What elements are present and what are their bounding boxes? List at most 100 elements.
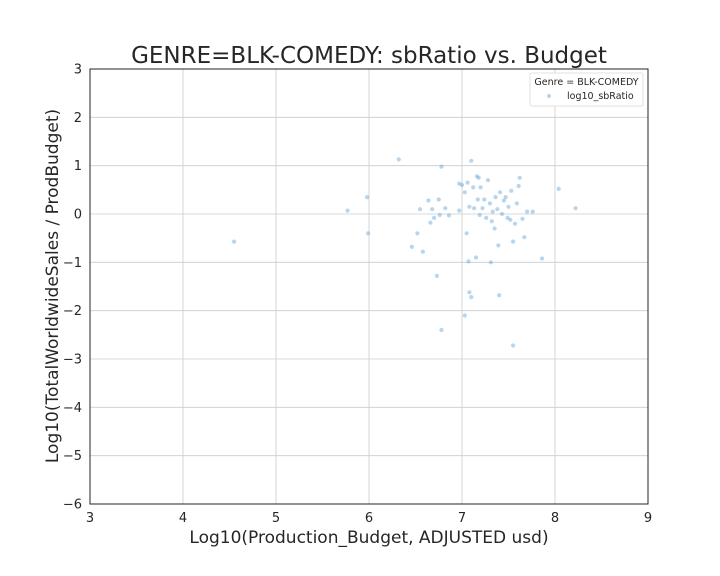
data-point [345, 208, 350, 213]
legend-box [529, 72, 644, 107]
data-point [472, 206, 477, 211]
data-point [467, 290, 472, 295]
y-tick-label: −3 [63, 353, 82, 368]
data-point [487, 201, 492, 206]
plot-frame [89, 68, 649, 505]
data-point [503, 195, 508, 200]
data-point [467, 204, 472, 209]
data-point [573, 206, 578, 211]
data-point [426, 198, 431, 203]
data-point [525, 209, 530, 214]
data-point [471, 185, 476, 190]
x-tick-label: 9 [644, 511, 652, 526]
data-point [508, 217, 513, 222]
data-point [396, 157, 401, 162]
data-point [506, 204, 511, 209]
data-point [437, 212, 442, 218]
data-point [492, 226, 497, 231]
data-point [510, 239, 516, 244]
data-point [462, 190, 467, 195]
y-tick-label: −1 [63, 256, 82, 271]
y-tick-label: −4 [63, 401, 82, 416]
data-point [499, 211, 505, 217]
data-point [434, 273, 439, 278]
data-point [439, 164, 444, 169]
data-point [462, 313, 467, 318]
data-point [484, 215, 489, 220]
data-point [443, 206, 448, 211]
y-tick-label: −5 [63, 449, 82, 464]
x-axis-label: Log10(Production_Budget, ADJUSTED usd) [189, 528, 548, 548]
data-point [469, 295, 474, 300]
data-point [446, 213, 452, 218]
data-point [475, 197, 480, 202]
data-point [488, 260, 493, 265]
data-point [539, 256, 545, 261]
data-point [520, 216, 525, 221]
data-point [365, 195, 370, 200]
legend-marker [547, 94, 551, 98]
x-tick-label: 6 [365, 511, 373, 526]
data-point [457, 208, 462, 213]
data-point [505, 215, 510, 220]
y-tick-label: 2 [74, 111, 82, 126]
data-point [530, 209, 535, 214]
data-point [428, 220, 433, 225]
data-point [516, 183, 521, 189]
data-point [366, 231, 371, 236]
y-tick-label: 0 [74, 208, 82, 223]
data-point [432, 215, 437, 220]
x-tick-label: 7 [458, 511, 466, 526]
x-tick-label: 8 [551, 511, 559, 526]
data-point [476, 175, 481, 180]
y-tick-label: 1 [74, 159, 82, 174]
data-point [509, 188, 514, 193]
data-point [439, 327, 444, 333]
data-point [480, 206, 485, 211]
data-point [436, 197, 441, 202]
grid [89, 68, 649, 505]
data-point [465, 180, 470, 185]
y-ticks: −6 −5 −4 −3 −2 −1 0 1 2 3 [63, 63, 82, 513]
data-point [469, 158, 474, 163]
y-axis-label: Log10(TotalWorldwideSales / ProdBudget) [43, 109, 63, 463]
data-point [510, 343, 516, 348]
chart-title: GENRE=BLK-COMEDY: sbRatio vs. Budget [131, 43, 607, 69]
data-point [512, 221, 518, 226]
y-tick-label: 3 [74, 63, 82, 78]
data-point [418, 207, 423, 212]
legend: Genre = BLK-COMEDY log10_sbRatio [529, 72, 644, 107]
y-tick-label: −6 [63, 498, 82, 513]
x-ticks: 3 4 5 6 7 8 9 [86, 511, 652, 526]
data-point [420, 249, 425, 254]
data-point [497, 293, 502, 298]
y-tick-label: −2 [63, 304, 82, 319]
x-tick-label: 5 [272, 511, 280, 526]
data-point [485, 178, 491, 183]
data-point [473, 255, 479, 260]
data-point [459, 182, 465, 188]
data-point [232, 239, 237, 244]
data-point [498, 190, 503, 195]
data-point [496, 243, 501, 248]
data-point [501, 198, 506, 203]
data-point [457, 181, 462, 186]
data-point [514, 201, 520, 206]
data-point [493, 195, 498, 200]
data-point [415, 231, 420, 236]
data-point [489, 219, 494, 224]
x-tick-label: 3 [86, 511, 94, 526]
data-point [495, 207, 500, 212]
data-point [477, 212, 482, 218]
legend-entry: log10_sbRatio [567, 91, 634, 102]
x-tick-label: 4 [179, 511, 187, 526]
data-point [478, 185, 483, 190]
data-point [556, 186, 561, 191]
data-point [474, 174, 479, 179]
data-point [466, 259, 471, 264]
data-point [409, 244, 414, 249]
data-point [522, 235, 527, 240]
legend-title: Genre = BLK-COMEDY [534, 77, 638, 88]
points-layer [232, 157, 578, 348]
